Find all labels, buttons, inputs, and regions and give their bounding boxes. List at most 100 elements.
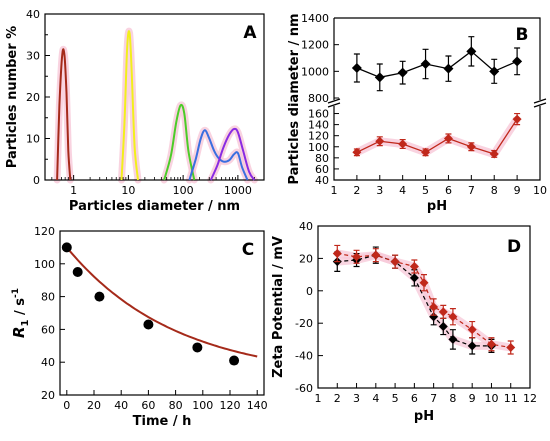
y-tick-label: 40 — [41, 356, 55, 369]
data-point — [512, 56, 523, 67]
data-point — [61, 242, 72, 253]
data-point — [409, 273, 419, 283]
x-tick-label: 6 — [445, 184, 452, 197]
y-tick-label: 40 — [299, 220, 313, 233]
x-tick-label: 8 — [449, 392, 456, 405]
data-point — [143, 319, 154, 330]
x-tick-label: 100 — [173, 184, 194, 197]
y-tick-label: 0 — [33, 174, 40, 187]
y-axis-label-symbol: R — [10, 326, 28, 338]
data-point — [94, 291, 105, 302]
data-point — [467, 341, 477, 351]
series-line — [337, 254, 492, 347]
plot-frame — [59, 230, 265, 396]
x-tick-label: 20 — [87, 399, 101, 412]
series-line — [56, 48, 72, 181]
y-axis-label: Zeta Potential / mV — [271, 236, 286, 378]
y-tick-label: 100 — [34, 258, 55, 271]
y-tick-label: 120 — [34, 225, 55, 238]
x-tick-label: 3 — [353, 392, 360, 405]
x-tick-label: 10 — [533, 184, 547, 197]
x-tick-label: 5 — [392, 392, 399, 405]
x-axis-label: Time / h — [133, 414, 192, 429]
y-tick-label: 120 — [308, 130, 329, 143]
data-point — [229, 355, 240, 366]
fit-line — [66, 246, 258, 358]
x-tick-label: 80 — [169, 399, 183, 412]
y-tick-label: 20 — [26, 91, 40, 104]
y-axis-label-subscript: 1 — [20, 319, 31, 326]
y-tick-label: 140 — [308, 119, 329, 132]
x-tick-label: 7 — [430, 392, 437, 405]
y-tick-label: -60 — [295, 382, 313, 395]
y-axis-label-superscript: -1 — [11, 288, 21, 298]
data-point — [466, 46, 477, 57]
y-tick-label: 60 — [315, 163, 329, 176]
panel-c: 20 40 60 80 100 120 0 20 40 60 80 100 120 140 Time / h… — [10, 225, 268, 429]
data-point — [489, 66, 500, 77]
plot-frame — [317, 225, 531, 389]
x-tick-label: 40 — [114, 399, 128, 412]
x-tick-label: 2 — [353, 184, 360, 197]
data-point — [486, 339, 496, 349]
y-tick-label: 1000 — [301, 65, 329, 78]
x-tick-label: 5 — [422, 184, 429, 197]
x-axis-label: Particles diameter / nm — [69, 199, 240, 214]
x-tick-label: 1 — [70, 184, 77, 197]
axis-break-mark — [327, 98, 341, 108]
data-point — [397, 67, 408, 78]
data-point — [409, 262, 419, 271]
x-tick-label: 4 — [372, 392, 379, 405]
y-tick-label: 40 — [26, 8, 40, 21]
series-line — [120, 30, 139, 181]
x-tick-label: 120 — [220, 399, 241, 412]
data-point — [352, 252, 362, 262]
data-point — [351, 63, 362, 73]
panel-label-b: B — [516, 25, 529, 45]
y-tick-label: 40 — [315, 174, 329, 187]
y-tick-label: 10 — [26, 133, 40, 146]
x-tick-label: 3 — [376, 184, 383, 197]
data-point — [443, 63, 454, 74]
x-tick-label: 10 — [121, 184, 135, 197]
y-axis-label-unit: / s — [13, 298, 28, 320]
panel-label-c: C — [242, 240, 254, 260]
y-tick-label: 1400 — [301, 12, 329, 25]
x-tick-label: 60 — [141, 399, 155, 412]
data-point — [332, 249, 342, 259]
series-line — [163, 103, 196, 181]
data-point — [72, 267, 83, 277]
axis-break-mark — [533, 98, 547, 108]
data-point — [374, 72, 385, 83]
y-tick-label: 80 — [315, 152, 329, 165]
x-tick-label: 0 — [63, 399, 70, 412]
x-tick-label: 9 — [469, 392, 476, 405]
y-tick-label: -20 — [295, 317, 313, 330]
y-tick-label: 100 — [308, 141, 329, 154]
axis-break-gap — [328, 100, 340, 106]
data-point — [421, 147, 431, 157]
y-tick-label: 160 — [308, 108, 329, 121]
data-point — [438, 307, 448, 317]
panel-label-d: D — [507, 237, 521, 257]
y-tick-label: -40 — [295, 350, 313, 363]
data-point — [192, 342, 203, 353]
y-tick-label: 20 — [299, 252, 313, 265]
x-tick-label: 2 — [334, 392, 341, 405]
x-tick-label: 8 — [491, 184, 498, 197]
x-tick-label: 10 — [484, 392, 498, 405]
panel-label-a: A — [243, 23, 257, 43]
y-tick-label: 80 — [41, 291, 55, 304]
data-point — [429, 312, 439, 322]
data-point — [375, 136, 385, 146]
y-axis-label: R1 / s-1 — [10, 288, 31, 338]
x-axis-label: pH — [427, 199, 447, 214]
series-line — [209, 127, 256, 181]
data-point — [419, 278, 429, 288]
x-tick-label: 7 — [468, 184, 475, 197]
x-tick-label: 1 — [331, 184, 338, 197]
x-tick-label: 1 — [315, 392, 322, 405]
